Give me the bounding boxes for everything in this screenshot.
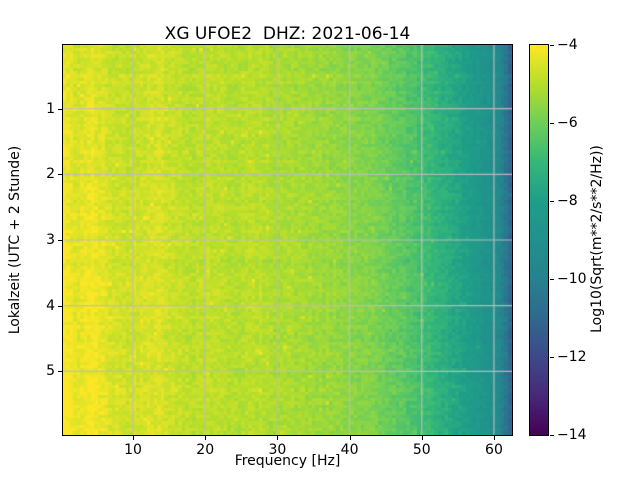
tick-mark [58, 174, 62, 176]
tick-mark [58, 240, 62, 241]
x-axis-label: Frequency [Hz] [234, 453, 341, 469]
colorbar-tick-label: −8 [557, 193, 578, 209]
colorbar-gradient [530, 45, 548, 435]
tick-mark [550, 201, 554, 202]
spectrogram-heatmap [63, 45, 512, 435]
tick-mark [550, 123, 554, 124]
colorbar-tick-label: −4 [557, 37, 578, 53]
y-tick-label: 4 [46, 297, 55, 314]
tick-mark [550, 357, 554, 358]
tick-mark [550, 279, 554, 280]
colorbar-label: Log10(Sqrt(m**2/s**2/Hz)) [589, 145, 605, 333]
plot-title: XG UFOE2 DHZ: 2021-06-14 [164, 24, 411, 44]
colorbar-tick-label: −14 [557, 427, 587, 443]
plot-area [62, 44, 513, 436]
x-tick-label: 10 [124, 442, 142, 458]
colorbar [529, 44, 549, 436]
tick-mark [133, 436, 135, 440]
tick-mark [58, 108, 62, 110]
x-tick-label: 20 [196, 442, 215, 458]
tick-mark [550, 435, 554, 436]
tick-mark [493, 436, 495, 440]
x-tick-label: 50 [412, 442, 431, 458]
tick-mark [349, 436, 351, 440]
tick-mark [58, 371, 62, 373]
tick-mark [421, 436, 423, 440]
tick-mark [277, 436, 279, 440]
x-tick-label: 60 [485, 442, 503, 458]
y-tick-label: 3 [46, 232, 55, 248]
tick-mark [550, 45, 554, 46]
y-tick-label: 5 [46, 363, 55, 380]
tick-mark [205, 436, 207, 440]
y-axis-label: Lokalzeit (UTC + 2 Stunde) [7, 145, 23, 335]
colorbar-tick-label: −12 [557, 349, 587, 365]
x-tick-label: 40 [340, 442, 359, 458]
x-tick-label: 30 [268, 442, 287, 458]
y-tick-label: 1 [46, 100, 55, 117]
tick-mark [58, 305, 62, 307]
colorbar-tick-label: −6 [557, 115, 578, 131]
colorbar-tick-label: −10 [557, 271, 587, 287]
y-tick-label: 2 [46, 166, 55, 183]
